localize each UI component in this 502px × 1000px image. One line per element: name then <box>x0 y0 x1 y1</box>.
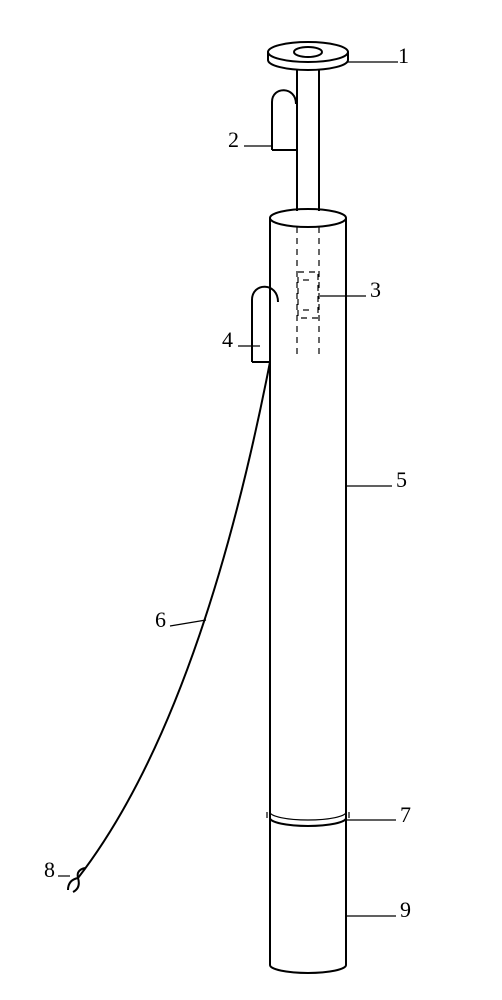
callout-label-5: 5 <box>396 467 407 493</box>
callout-label-1: 1 <box>398 43 409 69</box>
callout-label-8: 8 <box>44 857 55 883</box>
callout-label-7: 7 <box>400 802 411 828</box>
callout-label-6: 6 <box>155 607 166 633</box>
callout-label-4: 4 <box>222 327 233 353</box>
callout-label-9: 9 <box>400 897 411 923</box>
diagram-svg <box>0 0 502 1000</box>
callout-label-3: 3 <box>370 277 381 303</box>
callout-label-2: 2 <box>228 127 239 153</box>
